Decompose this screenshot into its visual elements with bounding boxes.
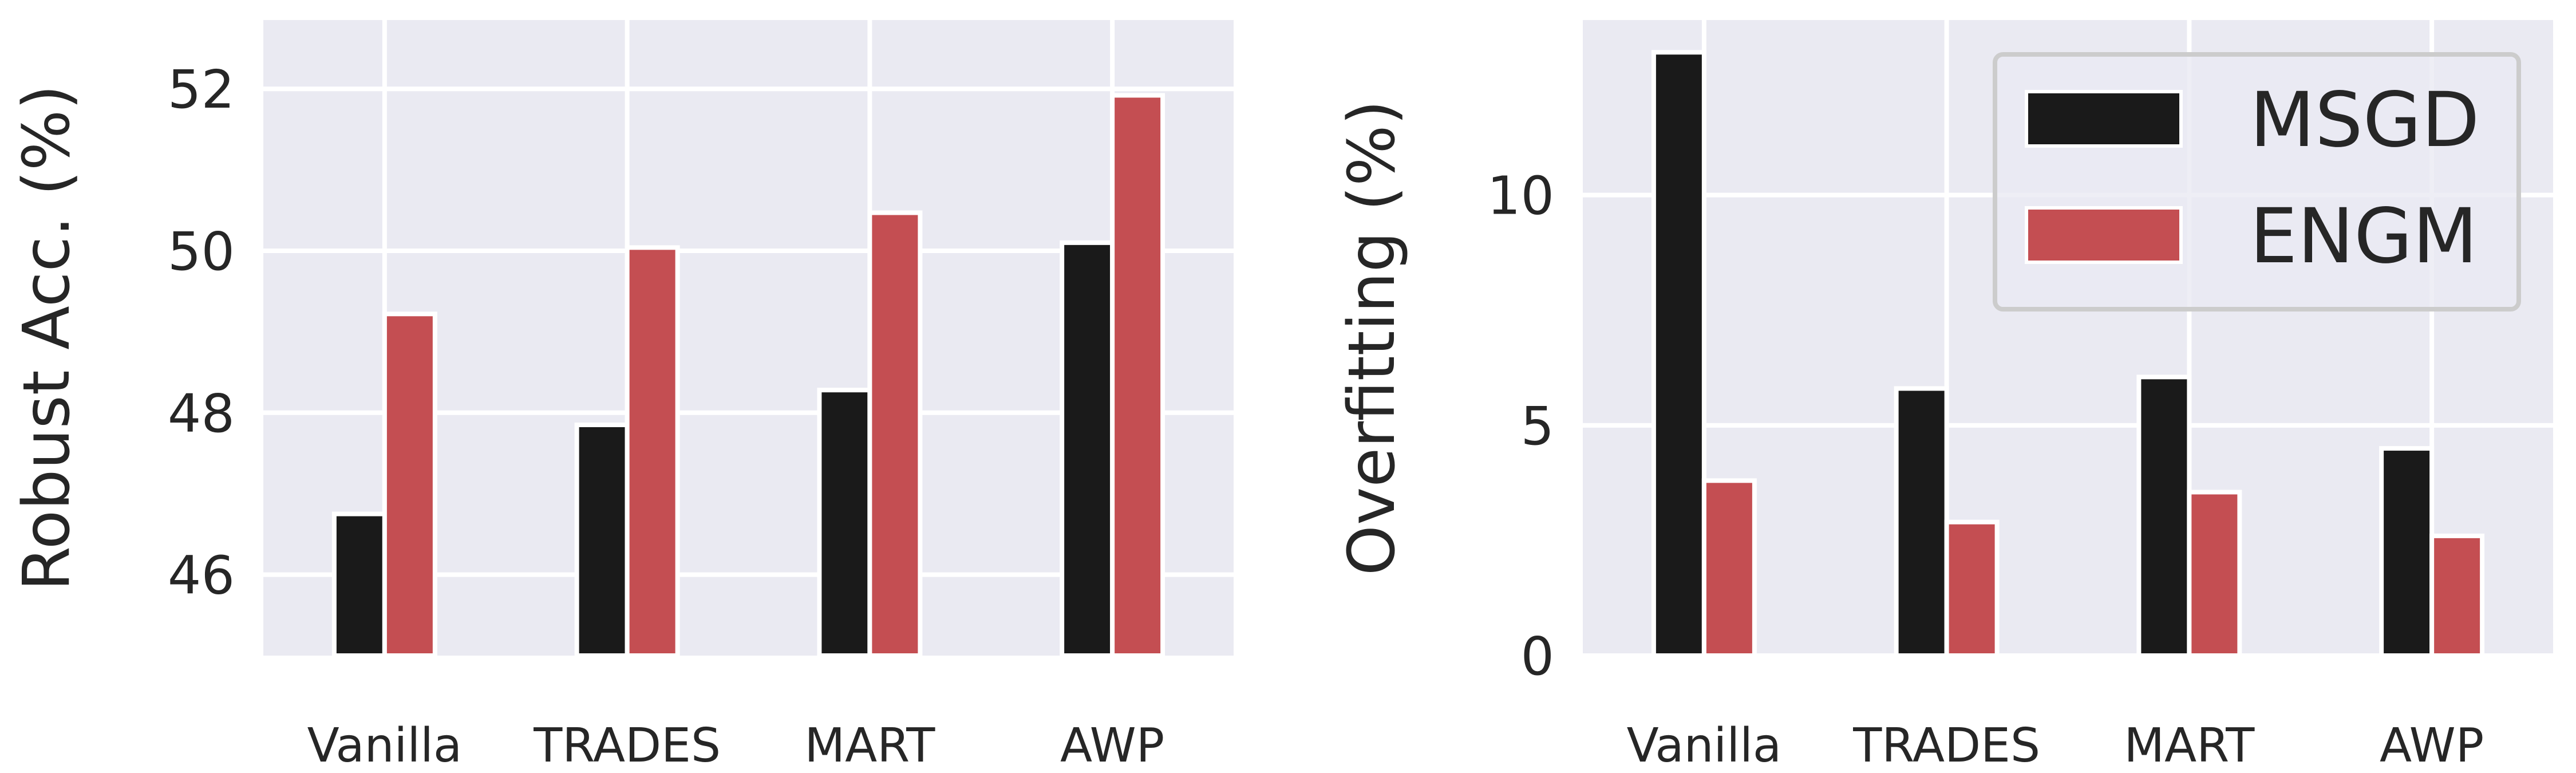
y-axis-label: Robust Acc. (%) (10, 85, 84, 591)
x-tick-label: MART (804, 719, 935, 773)
bar-engm-trades (625, 245, 680, 658)
x-tick-label: MART (2124, 719, 2255, 773)
x-tick-label: AWP (2380, 719, 2484, 773)
x-tick-label: TRADES (1852, 719, 2040, 773)
bar-msgd-trades (574, 423, 630, 658)
y-tick-labels: 0 5 10 (1487, 165, 1554, 687)
bar-msgd-trades (1894, 386, 1949, 658)
bar-engm-vanilla (382, 311, 437, 658)
x-tick-labels: Vanilla TRADES MART AWP (1627, 719, 2484, 773)
legend: MSGD ENGM (1993, 52, 2521, 311)
overfitting-chart: 0 5 10 Vanilla TRADES MART AWP Overfitting (%… (1335, 20, 2553, 773)
y-tick-label: 46 (168, 545, 235, 606)
y-tick-labels: 46 48 50 52 (168, 59, 235, 606)
y-tick-label: 0 (1520, 626, 1554, 687)
x-tick-labels: Vanilla TRADES MART AWP (307, 719, 1165, 773)
x-tick-label: AWP (1060, 719, 1164, 773)
y-tick-label: 10 (1487, 165, 1554, 227)
bar-msgd-mart (2136, 374, 2192, 658)
x-tick-label: Vanilla (1627, 719, 1782, 773)
bar-msgd-vanilla (331, 511, 387, 658)
legend-label-engm: ENGM (2250, 192, 2478, 281)
bar-msgd-awp (2379, 446, 2435, 658)
bar-engm-vanilla (1701, 478, 1757, 658)
y-tick-label: 52 (168, 59, 235, 120)
bar-msgd-awp (1060, 240, 1115, 658)
legend-label-msgd: MSGD (2250, 76, 2480, 164)
bars (1651, 50, 2485, 658)
y-tick-label: 48 (168, 383, 235, 444)
legend-swatch-msgd (2025, 90, 2183, 148)
legend-swatch-engm (2025, 206, 2183, 264)
x-tick-label: TRADES (533, 719, 721, 773)
x-tick-label: Vanilla (307, 719, 463, 773)
bar-engm-awp (1110, 93, 1165, 658)
bar-engm-trades (1944, 519, 2000, 658)
bars (331, 93, 1165, 658)
bar-msgd-vanilla (1651, 50, 1706, 658)
robust-acc-chart: 46 48 50 52 Vanilla TRADES MART AWP Robust Acc… (10, 20, 1234, 773)
bar-engm-mart (867, 210, 923, 658)
y-tick-label: 5 (1520, 396, 1554, 457)
y-axis-label: Overfitting (%) (1335, 100, 1409, 575)
bar-engm-awp (2429, 533, 2485, 658)
y-tick-label: 50 (168, 221, 235, 282)
bar-msgd-mart (817, 388, 872, 658)
bar-engm-mart (2187, 490, 2242, 658)
